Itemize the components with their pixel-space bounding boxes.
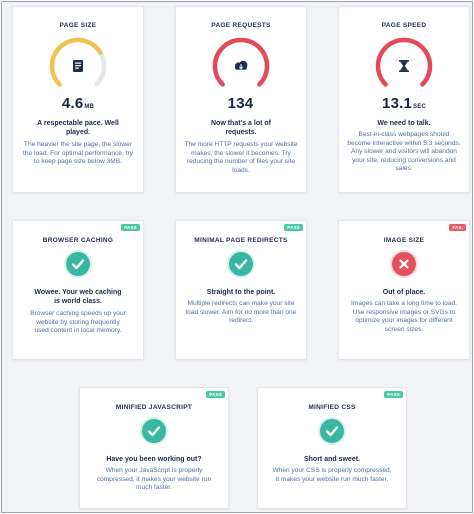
- minified-css-headline: Short and sweet.: [303, 456, 360, 463]
- image-size-card: FAIL IMAGE SIZE Out of place. Images can…: [338, 220, 470, 360]
- metric-unit: MB: [84, 104, 95, 110]
- page-speed-card: PAGE SPEED 13.1SEC We need to talk. Best…: [338, 6, 470, 193]
- fail-x-icon: [392, 252, 416, 276]
- page-requests-value: 134: [176, 95, 306, 112]
- page-requests-description: The more HTTP requests your website make…: [184, 141, 298, 174]
- minimal-page-redirects-description: Multiple redirects can make your site lo…: [185, 300, 297, 325]
- document-icon: [73, 60, 83, 72]
- minified-css-card: PASS MINIFIED CSS Short and sweet. When …: [257, 387, 407, 509]
- minified-javascript-description: When your JavaScript is properly compres…: [96, 467, 212, 492]
- page-size-description: The heavier the site page, the slower th…: [23, 141, 133, 166]
- status-badge: FAIL: [449, 224, 466, 231]
- card-title: BROWSER CACHING: [42, 237, 114, 244]
- page-size-headline: A respectable pace. Well played.: [37, 120, 119, 136]
- page-size-value: 4.6MB: [13, 95, 143, 112]
- minified-javascript-headline: Have you been working out?: [106, 456, 202, 463]
- pass-check-icon: [229, 252, 253, 276]
- metric-number: 13.1: [382, 95, 413, 112]
- page-speed-gauge: [375, 37, 433, 87]
- page-requests-gauge: [212, 37, 270, 87]
- card-title: PAGE SPEED: [381, 22, 427, 29]
- minified-javascript-card: PASS MINIFIED JAVASCRIPT Have you been w…: [79, 387, 229, 509]
- card-title: IMAGE SIZE: [383, 237, 425, 244]
- status-badge: PASS: [121, 224, 140, 231]
- image-size-description: Images can take a long time to load. Use…: [351, 300, 457, 333]
- pass-check-icon: [142, 419, 166, 443]
- status-badge: PASS: [284, 224, 303, 231]
- page-requests-card: PAGE REQUESTS 134 Now that's a lot of re…: [175, 6, 307, 193]
- status-badge: PASS: [384, 391, 403, 398]
- minified-css-description: When your CSS is properly compressed, it…: [272, 467, 392, 483]
- metric-unit: SEC: [413, 104, 426, 110]
- metric-number: 134: [227, 95, 254, 112]
- page-requests-headline: Now that's a lot of requests.: [211, 120, 271, 136]
- card-title: MINIFIED CSS: [308, 404, 356, 411]
- metric-number: 4.6: [61, 95, 84, 112]
- page-speed-description: Best-in-class webpages should become int…: [347, 131, 461, 173]
- pass-check-icon: [66, 252, 90, 276]
- page-size-gauge: [49, 37, 107, 87]
- card-title: MINIMAL PAGE REDIRECTS: [194, 237, 288, 244]
- cloud-download-icon: [234, 60, 248, 70]
- page-size-card: PAGE SIZE 4.6MB A respectable pace. Well…: [12, 6, 144, 193]
- card-title: MINIFIED JAVASCRIPT: [115, 404, 193, 411]
- browser-caching-description: Browser caching speeds up your website b…: [30, 310, 126, 335]
- card-title: PAGE REQUESTS: [211, 22, 271, 29]
- minimal-page-redirects-card: PASS MINIMAL PAGE REDIRECTS Straight to …: [175, 220, 307, 360]
- browser-caching-headline: Wowee. Your web caching is world class.: [34, 289, 122, 305]
- image-size-headline: Out of place.: [382, 289, 426, 296]
- pass-check-icon: [320, 419, 344, 443]
- page-speed-value: 13.1SEC: [339, 95, 469, 112]
- status-badge: PASS: [206, 391, 225, 398]
- minimal-page-redirects-headline: Straight to the point.: [206, 289, 276, 296]
- hourglass-icon: [399, 60, 409, 72]
- page-speed-headline: We need to talk.: [377, 120, 431, 127]
- browser-caching-card: PASS BROWSER CACHING Wowee. Your web cac…: [12, 220, 144, 360]
- card-title: PAGE SIZE: [59, 22, 97, 29]
